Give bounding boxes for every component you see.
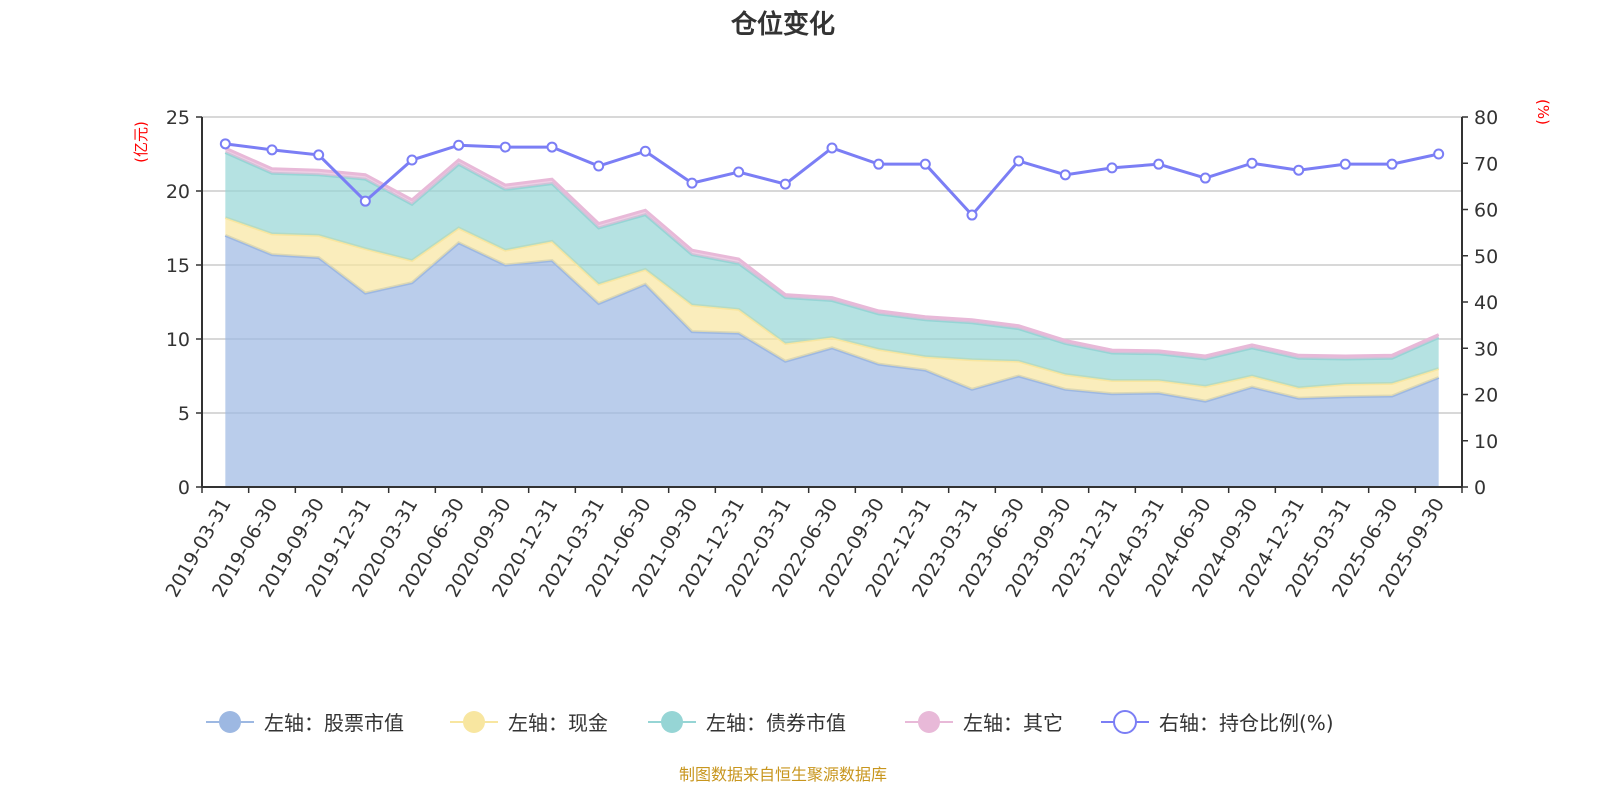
area-左轴：债券市值 (225, 152, 1439, 388)
ratio-point[interactable] (639, 145, 651, 157)
ratio-point[interactable] (826, 142, 838, 154)
ratio-point[interactable] (779, 178, 791, 190)
ratio-point[interactable] (733, 166, 745, 178)
right-axis-tick-label: 20 (1474, 385, 1498, 407)
right-axis-tick-label: 40 (1474, 292, 1498, 314)
ratio-point[interactable] (313, 149, 325, 161)
right-axis-name: (%) (1534, 99, 1552, 125)
legend-circle-icon (219, 711, 241, 733)
ratio-point[interactable] (1059, 169, 1071, 181)
right-axis-tick-label: 50 (1474, 246, 1498, 268)
ratio-line (219, 138, 1445, 221)
ratio-point[interactable] (1106, 162, 1118, 174)
ratio-point[interactable] (1433, 148, 1445, 160)
right-axis-tick-label: 0 (1474, 477, 1486, 499)
source-note: 制图数据来自恒生聚源数据库 (679, 765, 887, 784)
ratio-point[interactable] (453, 139, 465, 151)
legend-item[interactable]: 左轴：其它 (905, 711, 1063, 735)
legend-item[interactable]: 左轴：现金 (450, 711, 608, 735)
left-axis-tick-label: 0 (178, 477, 190, 499)
ratio-point[interactable] (1246, 157, 1258, 169)
legend-item[interactable]: 左轴：股票市值 (206, 711, 404, 735)
ratio-point[interactable] (1339, 158, 1351, 170)
legend-circle-icon (918, 711, 940, 733)
ratio-point[interactable] (406, 154, 418, 166)
ratio-point[interactable] (266, 144, 278, 156)
right-axis-tick-label: 70 (1474, 153, 1498, 175)
area-左轴：股票市值 (225, 235, 1439, 487)
legend: 左轴：股票市值 左轴：现金 左轴：债券市值 左轴：其它 右轴：持仓比例(%) (206, 710, 1334, 735)
ratio-point[interactable] (919, 158, 931, 170)
ratio-point[interactable] (1199, 172, 1211, 184)
legend-item[interactable]: 右轴：持仓比例(%) (1101, 710, 1334, 735)
left-axis-tick-label: 10 (166, 329, 190, 351)
right-axis-tick-label: 60 (1474, 200, 1498, 222)
ratio-point[interactable] (499, 141, 511, 153)
right-axis-tick-label: 10 (1474, 431, 1498, 453)
legend-label: 左轴：股票市值 (264, 711, 404, 735)
right-axis-tick-label: 30 (1474, 338, 1498, 360)
left-axis-tick-label: 20 (166, 181, 190, 203)
left-axis-tick-label: 5 (178, 403, 190, 425)
ratio-point[interactable] (966, 209, 978, 221)
left-axis-name: (亿元) (132, 121, 150, 163)
ratio-point[interactable] (1153, 158, 1165, 170)
legend-label: 右轴：持仓比例(%) (1159, 711, 1334, 735)
legend-circle-icon (1113, 710, 1137, 734)
chart-title: 仓位变化 (730, 9, 835, 40)
legend-circle-icon (463, 711, 485, 733)
area-edge-左轴：其它 (224, 146, 1440, 358)
legend-circle-icon (661, 711, 683, 733)
ratio-point[interactable] (686, 177, 698, 189)
ratio-point[interactable] (219, 138, 231, 150)
legend-label: 左轴：其它 (963, 711, 1063, 735)
left-axis-tick-label: 25 (166, 107, 190, 129)
left-axis-tick-label: 15 (166, 255, 190, 277)
legend-item[interactable]: 左轴：债券市值 (648, 711, 846, 735)
stacked-areas (224, 146, 1440, 487)
legend-label: 左轴：债券市值 (706, 711, 846, 735)
ratio-point[interactable] (1013, 155, 1025, 167)
ratio-point[interactable] (546, 141, 558, 153)
ratio-point[interactable] (873, 158, 885, 170)
ratio-point[interactable] (1293, 164, 1305, 176)
right-axis-tick-label: 80 (1474, 107, 1498, 129)
ratio-point[interactable] (593, 160, 605, 172)
ratio-point[interactable] (1386, 158, 1398, 170)
ratio-point[interactable] (359, 195, 371, 207)
legend-label: 左轴：现金 (508, 711, 608, 735)
